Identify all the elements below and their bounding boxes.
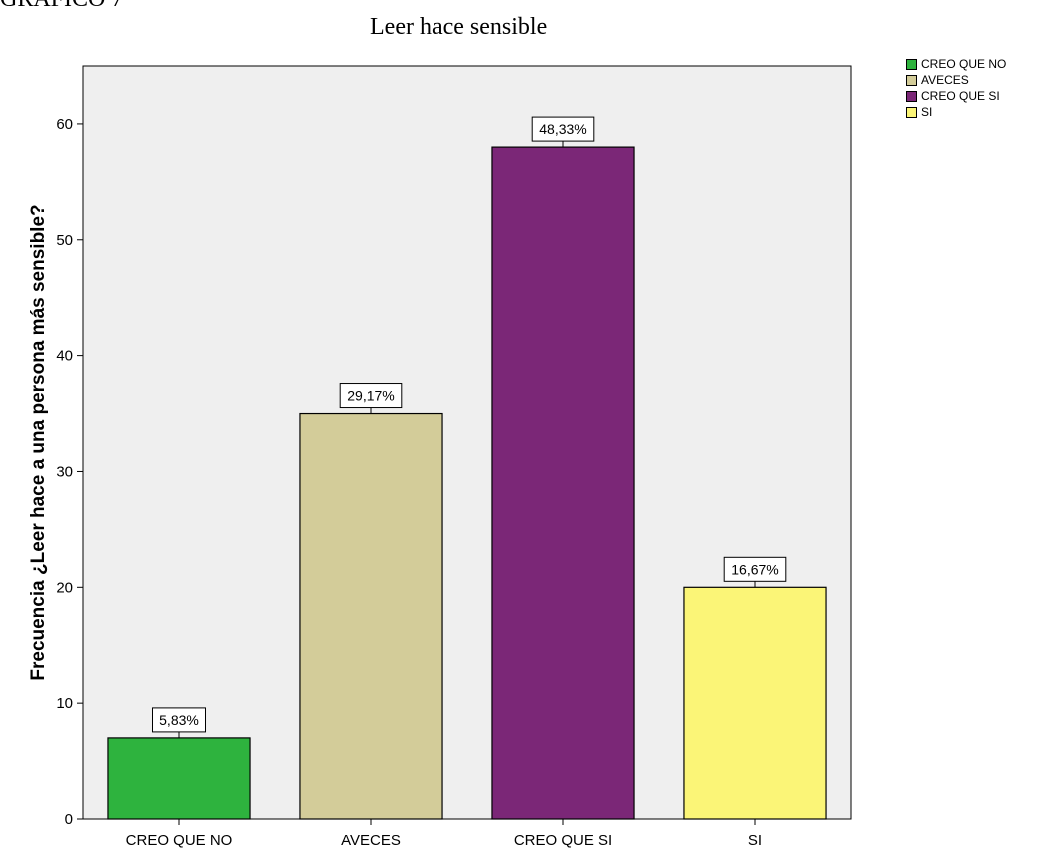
y-tick-label-60: 60 (56, 116, 73, 133)
data-label-si: 16,67% (731, 561, 778, 577)
x-tick-label-creo-que-si: CREO QUE SI (514, 832, 612, 849)
legend-swatch-aveces (906, 75, 917, 86)
bar-creo-que-si (492, 147, 634, 819)
bar-si (684, 587, 826, 819)
y-tick-label-10: 10 (56, 695, 73, 712)
legend-item-si: SI (906, 104, 1006, 120)
legend-label-si: SI (921, 105, 932, 119)
legend-label-aveces: AVECES (921, 73, 969, 87)
legend-swatch-si (906, 107, 917, 118)
y-tick-label-40: 40 (56, 348, 73, 365)
y-axis-label: Frecuencia ¿Leer hace a una persona más … (28, 204, 49, 680)
legend-label-creo-que-si: CREO QUE SI (921, 89, 1000, 103)
data-label-creo-que-si: 48,33% (539, 121, 586, 137)
bar-creo-que-no (108, 738, 250, 819)
legend-label-creo-que-no: CREO QUE NO (921, 57, 1006, 71)
legend-item-aveces: AVECES (906, 72, 1006, 88)
x-tick-label-si: SI (748, 832, 762, 849)
y-tick-label-20: 20 (56, 579, 73, 596)
y-tick-label-50: 50 (56, 232, 73, 249)
y-tick-label-30: 30 (56, 463, 73, 480)
legend-swatch-creo-que-si (906, 91, 917, 102)
legend-item-creo-que-no: CREO QUE NO (906, 56, 1006, 72)
x-tick-label-creo-que-no: CREO QUE NO (126, 832, 233, 849)
data-label-creo-que-no: 5,83% (159, 712, 199, 728)
x-tick-label-aveces: AVECES (341, 832, 401, 849)
y-tick-label-0: 0 (65, 811, 73, 828)
bar-aveces (300, 414, 442, 819)
legend-item-creo-que-si: CREO QUE SI (906, 88, 1006, 104)
chart-legend: CREO QUE NO AVECES CREO QUE SI SI (906, 56, 1006, 120)
data-label-aveces: 29,17% (347, 388, 394, 404)
legend-swatch-creo-que-no (906, 59, 917, 70)
